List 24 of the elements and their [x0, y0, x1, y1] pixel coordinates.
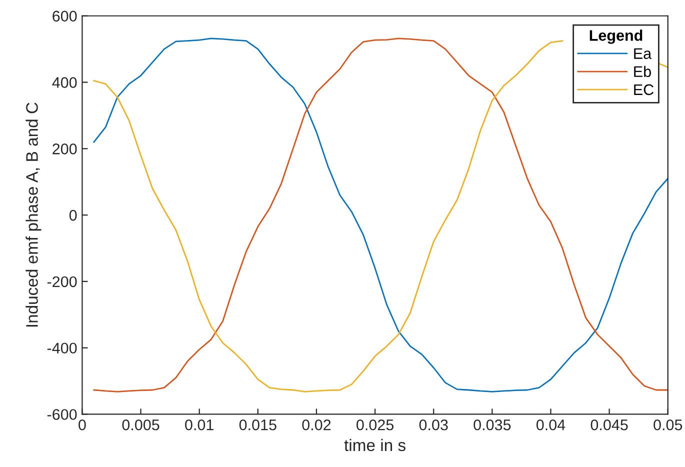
y-axis-title: Induced emf phase A, B and C — [26, 102, 42, 327]
x-tick-label: 0.015 — [239, 419, 276, 430]
x-tick-label: 0.025 — [356, 419, 394, 430]
x-tick-label: 0.04 — [536, 419, 566, 430]
y-tick-label: 400 — [52, 77, 77, 88]
legend-title: Legend — [590, 30, 642, 44]
x-tick-label: 0.005 — [122, 419, 160, 430]
x-tick-label: 0.035 — [474, 419, 511, 430]
y-tick-label: 600 — [52, 10, 77, 22]
x-tick-label: 0.02 — [302, 419, 331, 430]
legend-label: Eb — [634, 66, 651, 78]
y-tick-label: -600 — [47, 409, 77, 420]
x-axis-title: time in s — [344, 438, 406, 452]
legend-label: EC — [634, 84, 654, 96]
x-tick-label: 0.01 — [185, 419, 214, 430]
y-tick-label: 0 — [69, 210, 77, 221]
x-tick-label: 0.045 — [590, 419, 628, 430]
y-tick-label: -200 — [47, 276, 77, 288]
y-tick-label: 200 — [52, 144, 77, 154]
x-tick-label: 0 — [78, 419, 86, 430]
x-tick-label: 0.03 — [419, 419, 448, 430]
legend-label: Ea — [634, 48, 652, 59]
x-tick-label: 0.05 — [654, 419, 682, 430]
y-tick-label: -400 — [47, 342, 77, 354]
